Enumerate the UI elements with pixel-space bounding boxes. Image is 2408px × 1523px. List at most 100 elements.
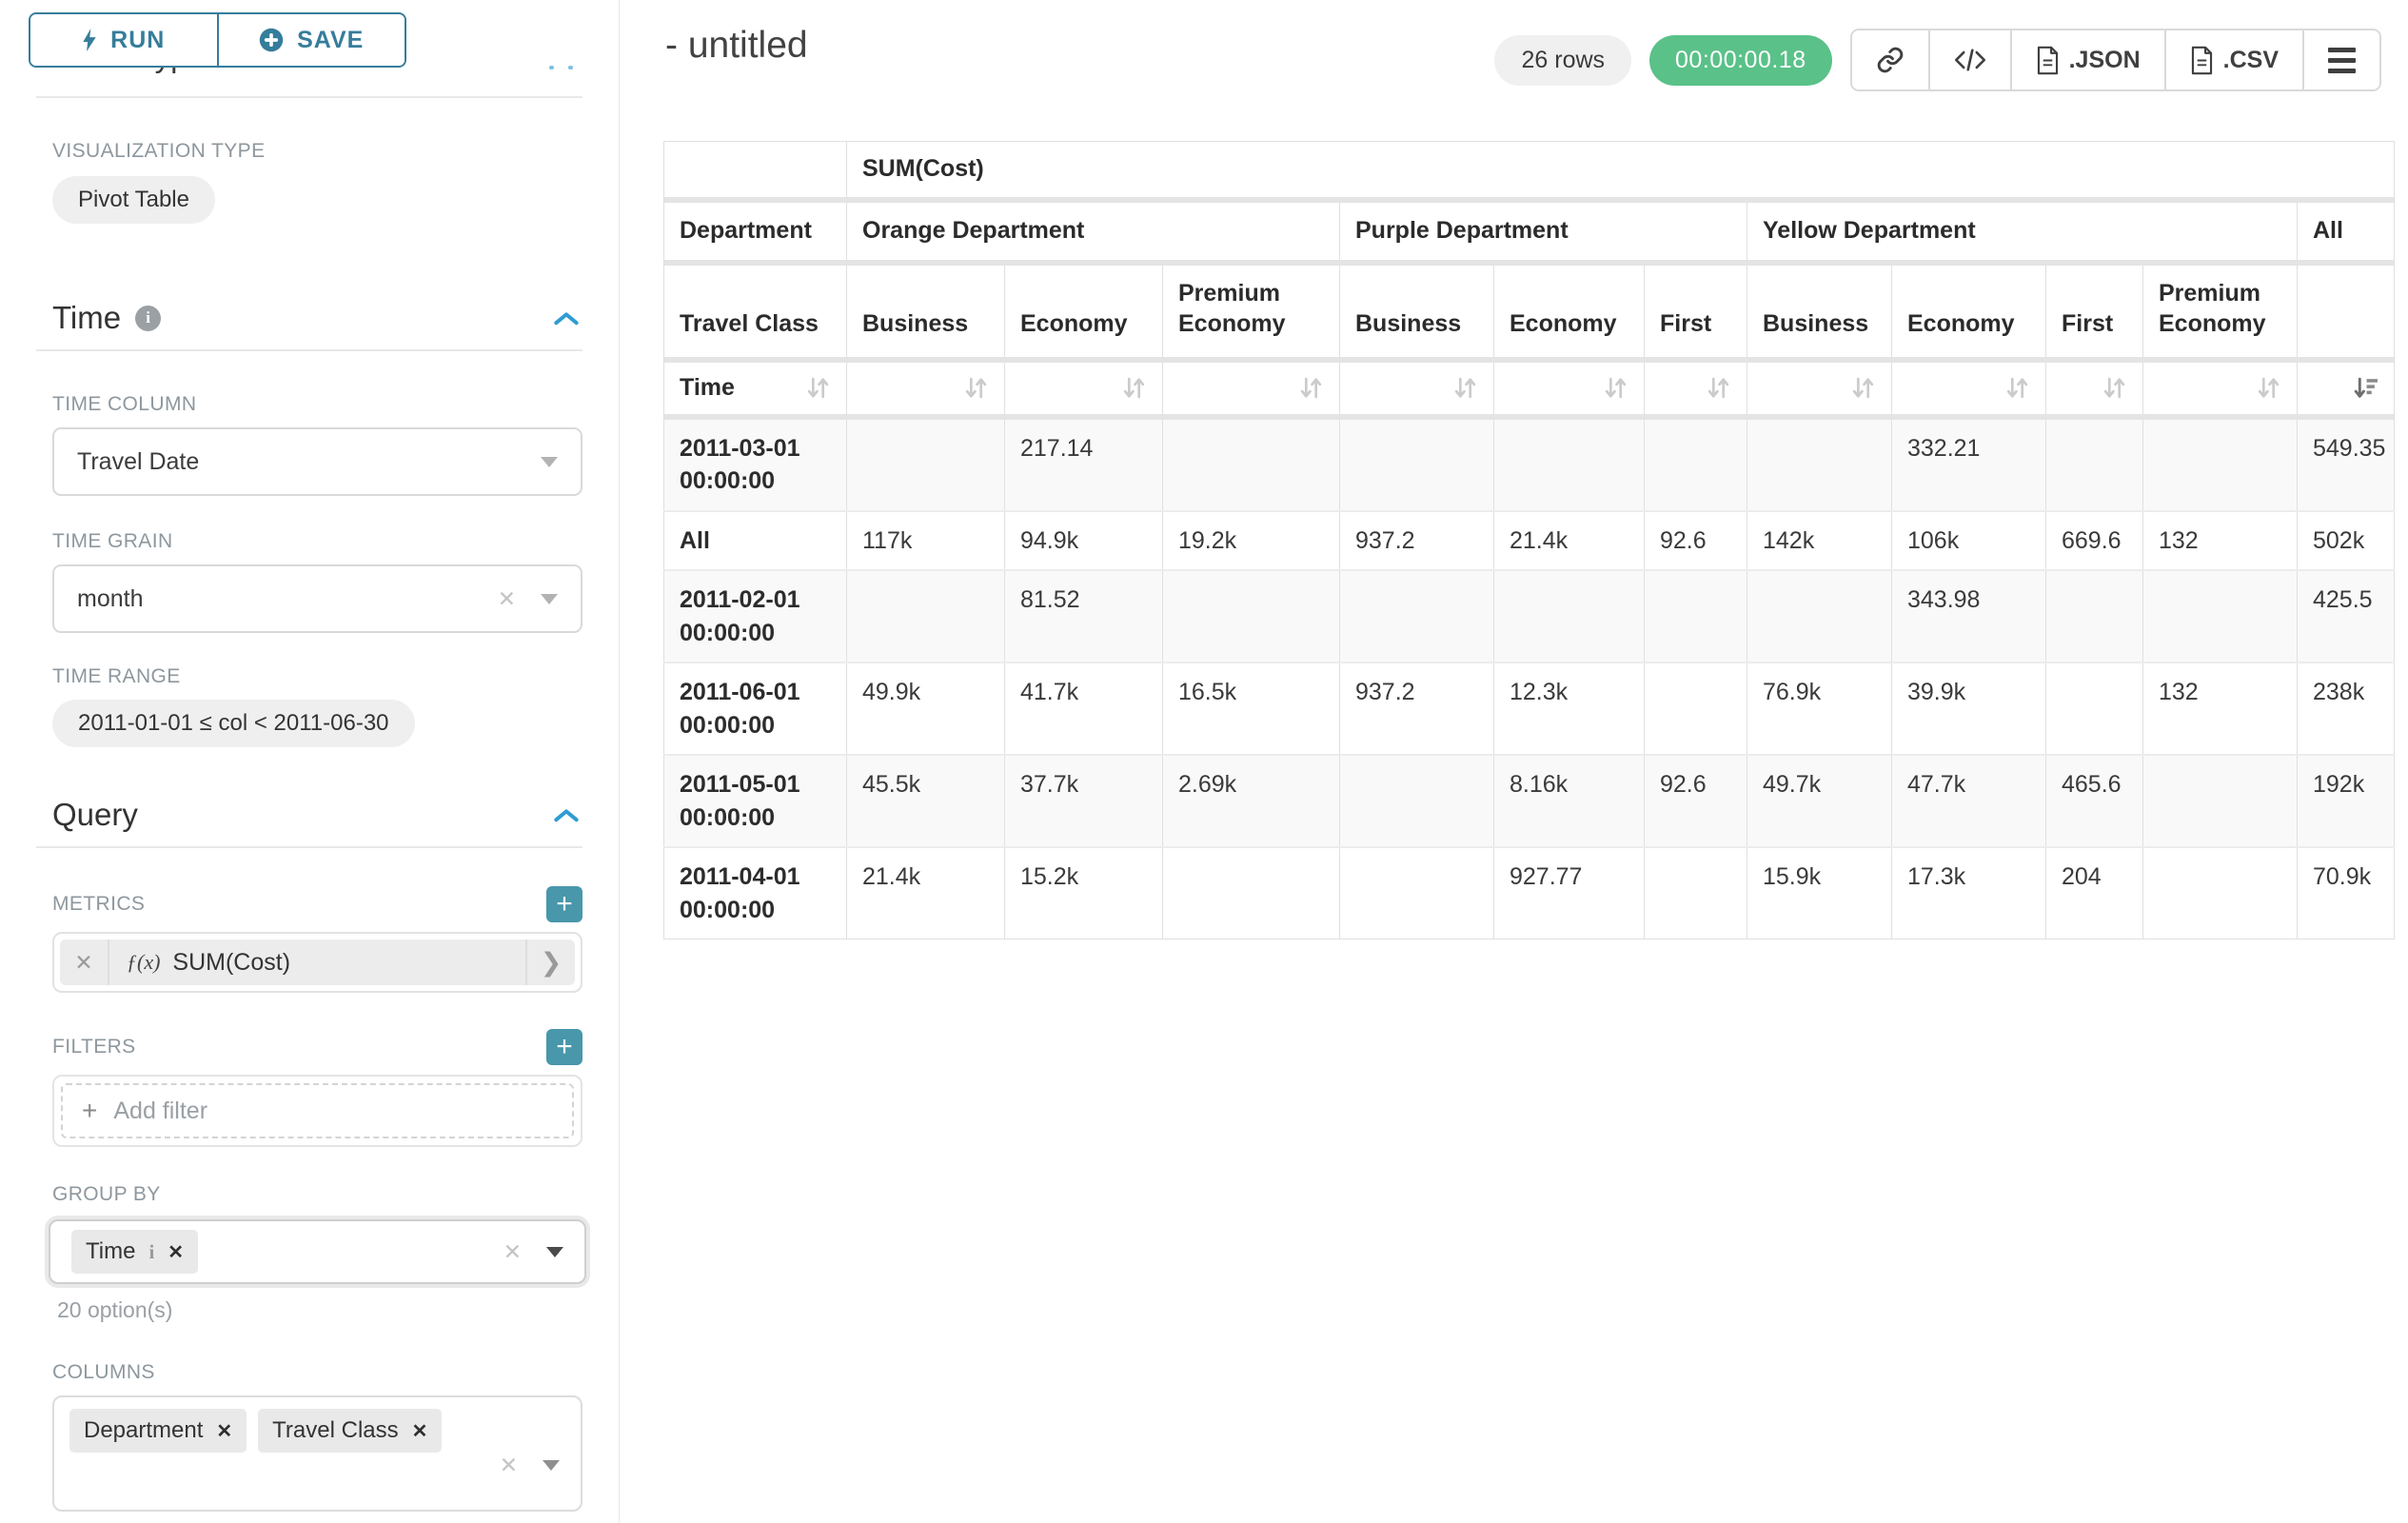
columns-tag[interactable]: Travel Class ✕ [258, 1409, 442, 1453]
add-metric-button[interactable]: + [546, 886, 582, 922]
clear-icon[interactable]: ✕ [500, 1453, 518, 1478]
cell: 332.21 [1892, 420, 2046, 511]
metrics-label: METRICS [52, 893, 145, 916]
run-button-label: RUN [110, 27, 165, 54]
cell: 238k [2298, 663, 2395, 755]
time-grain-value: month [77, 585, 498, 613]
add-filter-button[interactable]: + Add filter [61, 1083, 574, 1138]
cell: 47.7k [1892, 755, 2046, 847]
row-count-badge: 26 rows [1494, 35, 1631, 86]
time-column-select[interactable]: Travel Date [52, 427, 582, 496]
remove-tag-icon[interactable]: ✕ [168, 1240, 184, 1264]
export-button-group: .JSON .CSV [1850, 29, 2381, 91]
sort-icon[interactable] [1603, 375, 1628, 401]
group-by-tag-label: Time [86, 1238, 135, 1265]
sort-icon[interactable] [1121, 375, 1147, 401]
cell: 927.77 [1494, 847, 1645, 940]
cell [1494, 570, 1645, 663]
time-section-title: Time [52, 300, 121, 336]
time-grain-select[interactable]: month ✕ [52, 564, 582, 633]
cell [1340, 570, 1494, 663]
cell [1747, 420, 1892, 511]
cell: 17.3k [1892, 847, 2046, 940]
cell: 343.98 [1892, 570, 2046, 663]
chevron-up-icon[interactable] [554, 311, 579, 326]
cell: 21.4k [847, 847, 1005, 940]
cell [1340, 847, 1494, 940]
sort-icon[interactable] [805, 375, 831, 401]
embed-code-button[interactable] [1928, 30, 2010, 89]
chevron-right-icon[interactable]: ❯ [525, 940, 575, 985]
query-timer-badge: 00:00:00.18 [1649, 35, 1832, 86]
table-row: 2011-03-01 00:00:00 217.14 332.21 549.35 [664, 420, 2395, 511]
sort-icon[interactable] [2102, 375, 2127, 401]
cell: 425.5 [2298, 570, 2395, 663]
time-grain-label: TIME GRAIN [52, 530, 582, 553]
cell: 132 [2143, 511, 2298, 571]
time-section-header: Time i [52, 300, 579, 336]
cell [1645, 663, 1747, 755]
class-header: Premium Economy [2143, 266, 2298, 357]
cell [1747, 570, 1892, 663]
remove-tag-icon[interactable]: ✕ [412, 1419, 428, 1443]
sort-desc-active-icon[interactable] [2352, 375, 2378, 401]
columns-select[interactable]: Department ✕ Travel Class ✕ ✕ [52, 1395, 582, 1512]
table-row: 2011-04-01 00:00:00 21.4k 15.2k 927.77 1… [664, 847, 2395, 940]
visualization-type-value[interactable]: Pivot Table [52, 176, 215, 224]
sort-icon[interactable] [963, 375, 989, 401]
export-json-button[interactable]: .JSON [2010, 30, 2164, 89]
remove-tag-icon[interactable]: ✕ [216, 1419, 232, 1443]
pivot-table: SUM(Cost) Department Orange Department P… [663, 141, 2395, 940]
sort-icon[interactable] [1850, 375, 1876, 401]
class-header: Business [1340, 266, 1494, 357]
link-icon [1876, 46, 1905, 74]
filters-container: + Add filter [52, 1075, 582, 1147]
column-info-icon: i [148, 1240, 154, 1264]
cell [1645, 847, 1747, 940]
sort-icon[interactable] [2004, 375, 2030, 401]
file-icon [2036, 46, 2060, 75]
group-by-tag[interactable]: Time i ✕ [71, 1230, 198, 1274]
save-button-label: SAVE [297, 27, 364, 54]
clear-icon[interactable]: ✕ [498, 586, 516, 612]
columns-tag[interactable]: Department ✕ [69, 1409, 247, 1453]
metric-container: ✕ ƒ(x) SUM(Cost) ❯ [52, 932, 582, 993]
time-range-value[interactable]: 2011-01-01 ≤ col < 2011-06-30 [52, 700, 415, 747]
add-filter-plus-button[interactable]: + [546, 1029, 582, 1065]
class-header: First [2046, 266, 2143, 357]
filters-label: FILTERS [52, 1036, 136, 1058]
lightning-icon [82, 28, 97, 52]
section-divider [36, 846, 582, 848]
save-button[interactable]: SAVE [219, 14, 405, 66]
cell: 19.2k [1163, 511, 1340, 571]
cell [2143, 420, 2298, 511]
cell: 8.16k [1494, 755, 1645, 847]
metric-name: SUM(Cost) [172, 949, 290, 977]
cell: 21.4k [1494, 511, 1645, 571]
cell [1645, 570, 1747, 663]
columns-tag-label: Department [84, 1417, 203, 1444]
remove-metric-icon[interactable]: ✕ [60, 940, 109, 985]
cell: 217.14 [1005, 420, 1163, 511]
sort-icon[interactable] [1298, 375, 1324, 401]
clear-icon[interactable]: ✕ [503, 1239, 522, 1265]
cell: 15.9k [1747, 847, 1892, 940]
sort-icon[interactable] [1452, 375, 1478, 401]
sort-icon[interactable] [1706, 375, 1731, 401]
class-header: First [1645, 266, 1747, 357]
export-csv-button[interactable]: .CSV [2164, 30, 2302, 89]
run-button[interactable]: RUN [30, 14, 219, 66]
more-options-button[interactable] [2302, 30, 2379, 89]
share-link-button[interactable] [1852, 30, 1928, 89]
metric-pill[interactable]: ✕ ƒ(x) SUM(Cost) ❯ [60, 940, 575, 985]
cell: 37.7k [1005, 755, 1163, 847]
info-icon: i [135, 306, 161, 331]
cell: 39.9k [1892, 663, 2046, 755]
class-header: Economy [1005, 266, 1163, 357]
chevron-up-icon[interactable] [554, 808, 579, 822]
fx-icon: ƒ(x) [127, 950, 160, 975]
sort-icon[interactable] [2256, 375, 2281, 401]
row-label: 2011-02-01 00:00:00 [664, 570, 847, 663]
columns-tag-label: Travel Class [272, 1417, 398, 1444]
group-by-select[interactable]: Time i ✕ ✕ [49, 1219, 586, 1284]
